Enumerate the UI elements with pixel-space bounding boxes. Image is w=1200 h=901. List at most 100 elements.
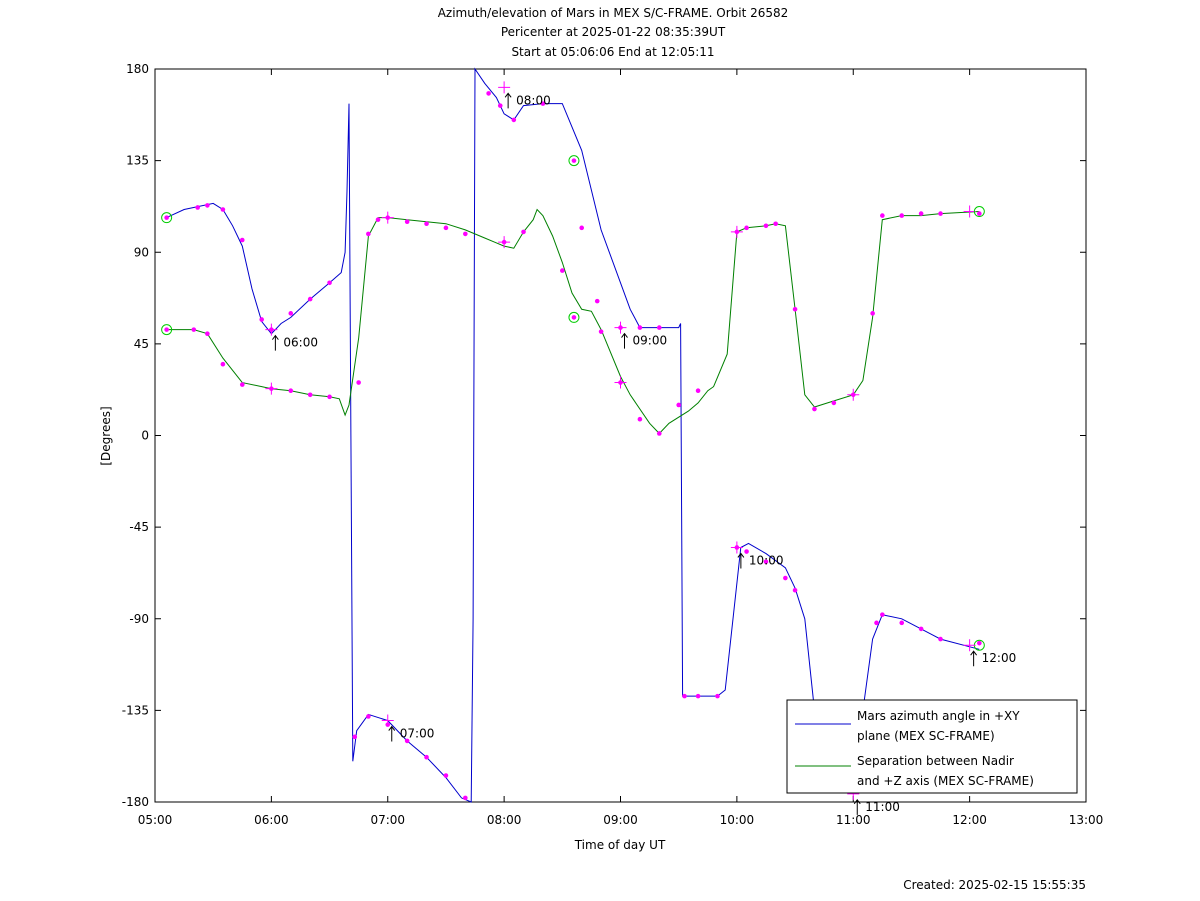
hour-cross-marker (265, 382, 278, 395)
data-point-marker (744, 225, 749, 231)
data-point-marker (874, 620, 879, 626)
data-point-marker (443, 225, 449, 231)
data-point-marker (637, 416, 643, 422)
legend: Mars azimuth angle in +XY plane (MEX SC-… (786, 699, 1078, 794)
hour-cross (614, 321, 627, 334)
legend-label-separation-line-2: and +Z axis (MEX SC-FRAME) (857, 774, 1034, 788)
hour-arrow (737, 552, 745, 569)
hour-cross-marker (963, 205, 976, 218)
data-point-marker (239, 382, 245, 387)
data-point-marker (288, 388, 294, 394)
circle-marker (973, 206, 985, 218)
x-axis-ticks: 05:00 06:00 07:00 08:00 09:00 10:00 11:00 12:00… (138, 69, 1104, 827)
data-point-marker (744, 549, 749, 554)
data-point-marker (899, 213, 905, 218)
data-point-marker (571, 315, 577, 320)
data-point-marker (424, 754, 429, 760)
hour-label: 06:00 (283, 336, 318, 350)
hour-cross-marker (847, 388, 860, 401)
data-point-marker (637, 325, 643, 330)
hour-label: 09:00 (633, 334, 668, 348)
hour-cross (730, 541, 743, 554)
data-point-marker (356, 380, 361, 385)
data-point-marker (404, 219, 410, 225)
x-tick-label: 07:00 (370, 813, 405, 827)
circle-marker (161, 212, 173, 224)
data-point-marker (938, 636, 943, 642)
x-tick-label: 10:00 (720, 813, 755, 827)
data-point-marker (220, 207, 226, 212)
y-tick-label: -135 (122, 703, 149, 717)
footer-created: Created: 2025-02-15 15:55:35 (903, 878, 1086, 892)
data-point-marker (763, 559, 769, 565)
data-point-marker (831, 400, 837, 406)
y-tick-label: 135 (126, 154, 149, 168)
data-point-marker (560, 268, 565, 273)
data-point-marker (352, 734, 358, 740)
data-point-marker (259, 317, 264, 322)
data-point-marker (497, 103, 503, 108)
data-point-marker (682, 693, 687, 699)
x-tick-label: 11:00 (836, 813, 871, 827)
data-point-marker (656, 325, 662, 330)
data-point-marker (977, 640, 982, 646)
hour-label: 10:00 (749, 553, 784, 567)
data-point-marker (463, 795, 468, 801)
x-axis-label: Time of day UT (574, 838, 666, 852)
circle-marker (568, 155, 580, 167)
data-point-marker (870, 311, 875, 316)
data-point-marker (540, 101, 546, 106)
data-point-marker (220, 361, 226, 367)
data-point-marker (880, 612, 885, 617)
data-point-marker (598, 329, 604, 334)
data-point-marker (579, 225, 585, 231)
hour-arrow (271, 334, 279, 351)
hour-label: 07:00 (400, 727, 435, 741)
x-tick-label: 05:00 (138, 813, 173, 827)
hour-cross (963, 639, 976, 652)
hour-arrow (388, 725, 396, 742)
data-point-marker (443, 773, 449, 778)
hour-cross (381, 714, 394, 727)
hour-marks: 06:00 07:00 08:00 09:00 10:00 11:00 12:00 (265, 81, 1016, 815)
x-tick-label: 13:00 (1069, 813, 1104, 827)
data-point-marker (918, 626, 924, 632)
data-point-marker (239, 237, 245, 243)
data-point-marker (938, 211, 943, 216)
y-tick-label: 90 (134, 245, 149, 259)
y-tick-label: -90 (129, 612, 149, 626)
x-tick-label: 08:00 (487, 813, 522, 827)
data-point-marker (327, 394, 332, 400)
y-tick-label: -45 (129, 520, 149, 534)
hour-label: 12:00 (982, 651, 1017, 665)
hour-cross-marker (498, 236, 511, 249)
chart-title-line-1: Azimuth/elevation of Mars in MEX S/C-FRA… (438, 6, 789, 20)
data-point-marker (792, 306, 798, 312)
y-tick-label: 180 (126, 62, 149, 76)
x-tick-label: 06:00 (254, 813, 289, 827)
data-point-marker (366, 714, 371, 719)
chart-title-line-3: Start at 05:06:06 End at 12:05:11 (511, 45, 714, 59)
data-point-marker (307, 296, 313, 302)
legend-label-azimuth-line-1: Mars azimuth angle in +XY (857, 709, 1020, 723)
hour-cross (498, 81, 511, 94)
data-point-marker (695, 388, 701, 394)
data-point-marker (656, 431, 662, 436)
data-point-marker (511, 117, 517, 123)
hour-cross (265, 323, 278, 336)
circle-marker (568, 311, 580, 323)
data-point-marker (164, 215, 169, 220)
data-point-marker (404, 738, 410, 744)
hour-arrow (504, 92, 512, 109)
plot-frame (154, 68, 1087, 803)
hour-arrow (621, 332, 628, 349)
data-point-marker (486, 91, 491, 96)
data-point-marker (783, 575, 788, 581)
data-point-marker (195, 205, 200, 210)
hour-cross-marker (614, 376, 627, 389)
data-point-marker (880, 213, 885, 218)
data-point-marker (977, 211, 982, 216)
series-markers (161, 91, 985, 801)
hour-cross-marker (730, 225, 743, 238)
